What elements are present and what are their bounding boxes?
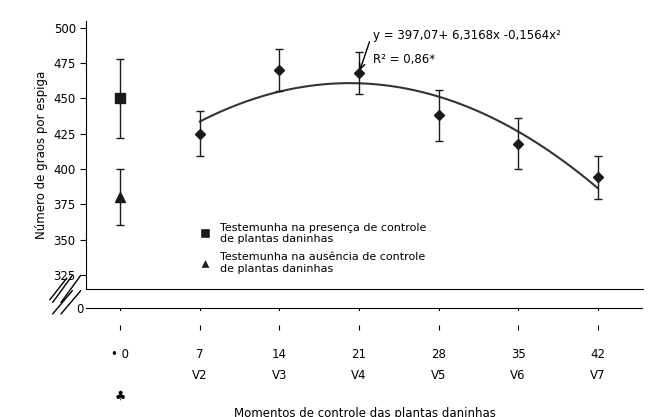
Text: y = 397,07+ 6,3168x -0,1564x²: y = 397,07+ 6,3168x -0,1564x²: [373, 29, 561, 42]
Text: 28: 28: [431, 348, 446, 361]
Text: V7: V7: [590, 369, 605, 382]
Text: Momentos de controle das plantas daninhas: Momentos de controle das plantas daninha…: [234, 407, 495, 417]
Text: V4: V4: [351, 369, 367, 382]
Y-axis label: Número de graos por espiga: Número de graos por espiga: [35, 71, 48, 239]
Text: V5: V5: [431, 369, 446, 382]
Text: ♣: ♣: [115, 390, 126, 403]
Text: 14: 14: [272, 348, 287, 361]
Text: V6: V6: [511, 369, 526, 382]
Text: 42: 42: [590, 348, 605, 361]
Legend: Testemunha na presença de controle
de plantas daninhas, Testemunha na ausência d: Testemunha na presença de controle de pl…: [189, 218, 431, 278]
Text: V2: V2: [192, 369, 208, 382]
Text: 7: 7: [196, 348, 204, 361]
Text: 35: 35: [511, 348, 526, 361]
Text: R² = 0,86*: R² = 0,86*: [373, 53, 435, 66]
Text: 21: 21: [351, 348, 367, 361]
Text: • 0: • 0: [111, 348, 129, 361]
Text: V3: V3: [272, 369, 287, 382]
